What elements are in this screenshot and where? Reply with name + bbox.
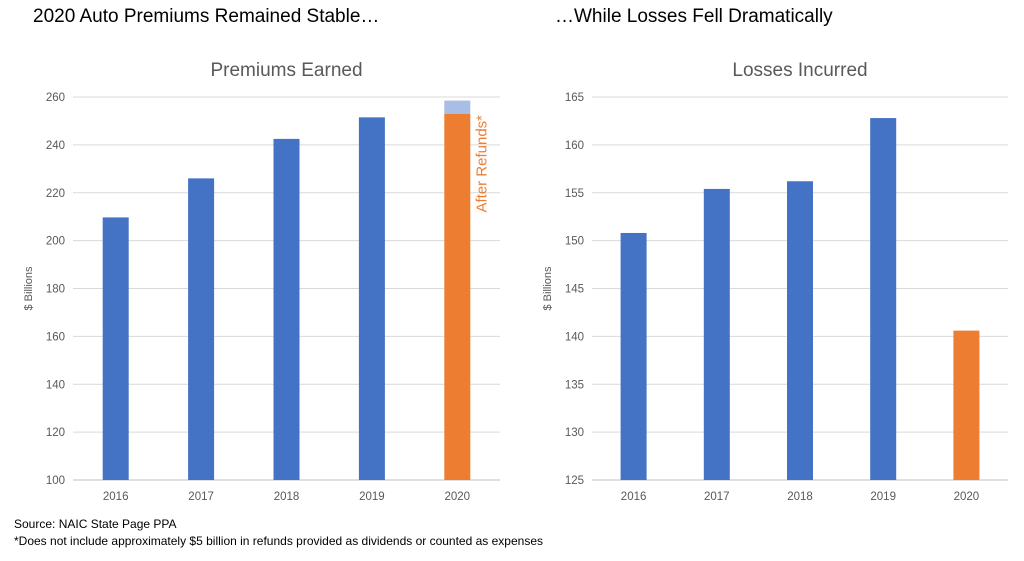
- premiums-x-tick-label: 2018: [274, 491, 300, 503]
- losses-y-tick-label: 150: [565, 236, 584, 248]
- premiums-y-tick-label: 120: [46, 427, 65, 439]
- losses-y-tick-label: 145: [565, 284, 584, 296]
- refund-footnote: *Does not include approximately $5 billi…: [14, 534, 543, 548]
- losses-bar-2018: [787, 181, 813, 480]
- losses-y-tick-label: 155: [565, 188, 584, 200]
- losses-x-tick-label: 2019: [870, 491, 896, 503]
- losses-bar-2019: [870, 118, 897, 480]
- premiums-chart-title: Premiums Earned: [210, 60, 362, 81]
- premiums-bar-2020-refund-portion: [444, 100, 471, 114]
- losses-y-tick-label: 140: [565, 331, 584, 343]
- premiums-y-tick-label: 160: [46, 331, 65, 343]
- left-headline: 2020 Auto Premiums Remained Stable…: [33, 6, 380, 27]
- premiums-bar-2020-after-refunds: [444, 113, 471, 480]
- premiums-y-tick-label: 100: [46, 475, 65, 487]
- source-note: Source: NAIC State Page PPA: [14, 517, 177, 531]
- losses-y-tick-label: 125: [565, 475, 584, 487]
- premiums-y-tick-label: 180: [46, 284, 65, 296]
- losses-x-tick-label: 2016: [621, 491, 647, 503]
- losses-y-tick-label: 130: [565, 427, 584, 439]
- premiums-y-tick-label: 200: [46, 236, 65, 248]
- losses-bar-2016: [620, 232, 647, 480]
- premiums-x-tick-label: 2017: [188, 491, 214, 503]
- premiums-y-tick-label: 240: [46, 140, 65, 152]
- premiums-bar-2018: [273, 138, 300, 480]
- premiums-x-tick-label: 2019: [359, 491, 385, 503]
- losses-y-tick-label: 160: [565, 140, 584, 152]
- losses-y-tick-label: 165: [565, 92, 584, 104]
- losses-bar-2020: [953, 330, 980, 480]
- losses-bar-2017: [703, 188, 730, 481]
- premiums-bar-2017: [188, 178, 215, 480]
- premiums-y-tick-label: 140: [46, 379, 65, 391]
- losses-y-axis-label: $ Billions: [542, 266, 554, 311]
- premiums-bar-2019: [358, 117, 385, 481]
- right-headline: …While Losses Fell Dramatically: [555, 6, 833, 27]
- premiums-y-axis-label: $ Billions: [23, 266, 35, 311]
- premiums-bar-2016: [102, 217, 129, 480]
- losses-x-tick-label: 2018: [787, 491, 813, 503]
- losses-chart-title: Losses Incurred: [732, 60, 867, 81]
- losses-y-tick-label: 135: [565, 379, 584, 391]
- premiums-after-refunds-annotation: After Refunds*: [473, 115, 490, 213]
- premiums-x-tick-label: 2016: [103, 491, 129, 503]
- premiums-x-tick-label: 2020: [445, 491, 471, 503]
- losses-x-tick-label: 2017: [704, 491, 730, 503]
- premiums-y-tick-label: 260: [46, 92, 65, 104]
- losses-x-tick-label: 2020: [954, 491, 980, 503]
- premiums-y-tick-label: 220: [46, 188, 65, 200]
